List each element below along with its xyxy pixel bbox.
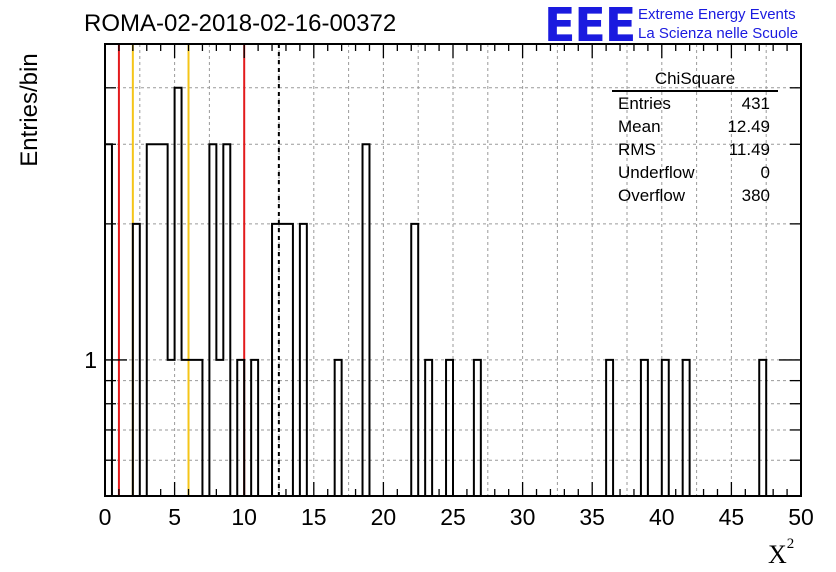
logo-line-1: Extreme Energy Events (638, 6, 796, 23)
y-tick-label: 1 (84, 347, 97, 373)
stat-name: Underflow (618, 163, 695, 182)
stat-name: Overflow (618, 186, 686, 205)
stat-value: 12.49 (727, 117, 770, 136)
x-tick-label: 10 (231, 504, 257, 530)
stat-value: 380 (741, 186, 770, 205)
stat-row: Mean 12.49 (612, 115, 778, 138)
x-tick-label: 30 (510, 504, 536, 530)
x-tick-label: 35 (579, 504, 605, 530)
x-tick-label: 50 (788, 504, 814, 530)
page-title: ROMA-02-2018-02-16-00372 (84, 10, 397, 37)
stat-name: Mean (618, 117, 661, 136)
stat-value: 11.49 (728, 140, 770, 159)
x-tick-label: 15 (301, 504, 327, 530)
x-axis-label: X2 (768, 536, 795, 569)
x-tick-label: 25 (440, 504, 466, 530)
eee-logo: EEE (544, 0, 636, 52)
stat-value: 0 (760, 163, 770, 182)
stat-name: RMS (618, 140, 656, 159)
x-tick-label: 45 (719, 504, 745, 530)
stat-row: Overflow 380 (612, 184, 778, 207)
stat-row: Underflow 0 (612, 161, 778, 184)
stat-name: Entries (618, 94, 671, 113)
stats-box: ChiSquare Entries 431 Mean 12.49 RMS 11.… (612, 68, 778, 207)
x-tick-label: 5 (168, 504, 181, 530)
x-tick-label: 40 (649, 504, 675, 530)
y-axis-label: Entries/bin (16, 53, 43, 167)
stat-row: RMS 11.49 (612, 138, 778, 161)
stats-title: ChiSquare (612, 68, 778, 92)
stat-value: 431 (741, 94, 770, 113)
x-tick-label: 20 (371, 504, 397, 530)
stat-row: Entries 431 (612, 92, 778, 115)
logo-line-2: La Scienza nelle Scuole (638, 25, 799, 42)
x-tick-label: 0 (99, 504, 112, 530)
